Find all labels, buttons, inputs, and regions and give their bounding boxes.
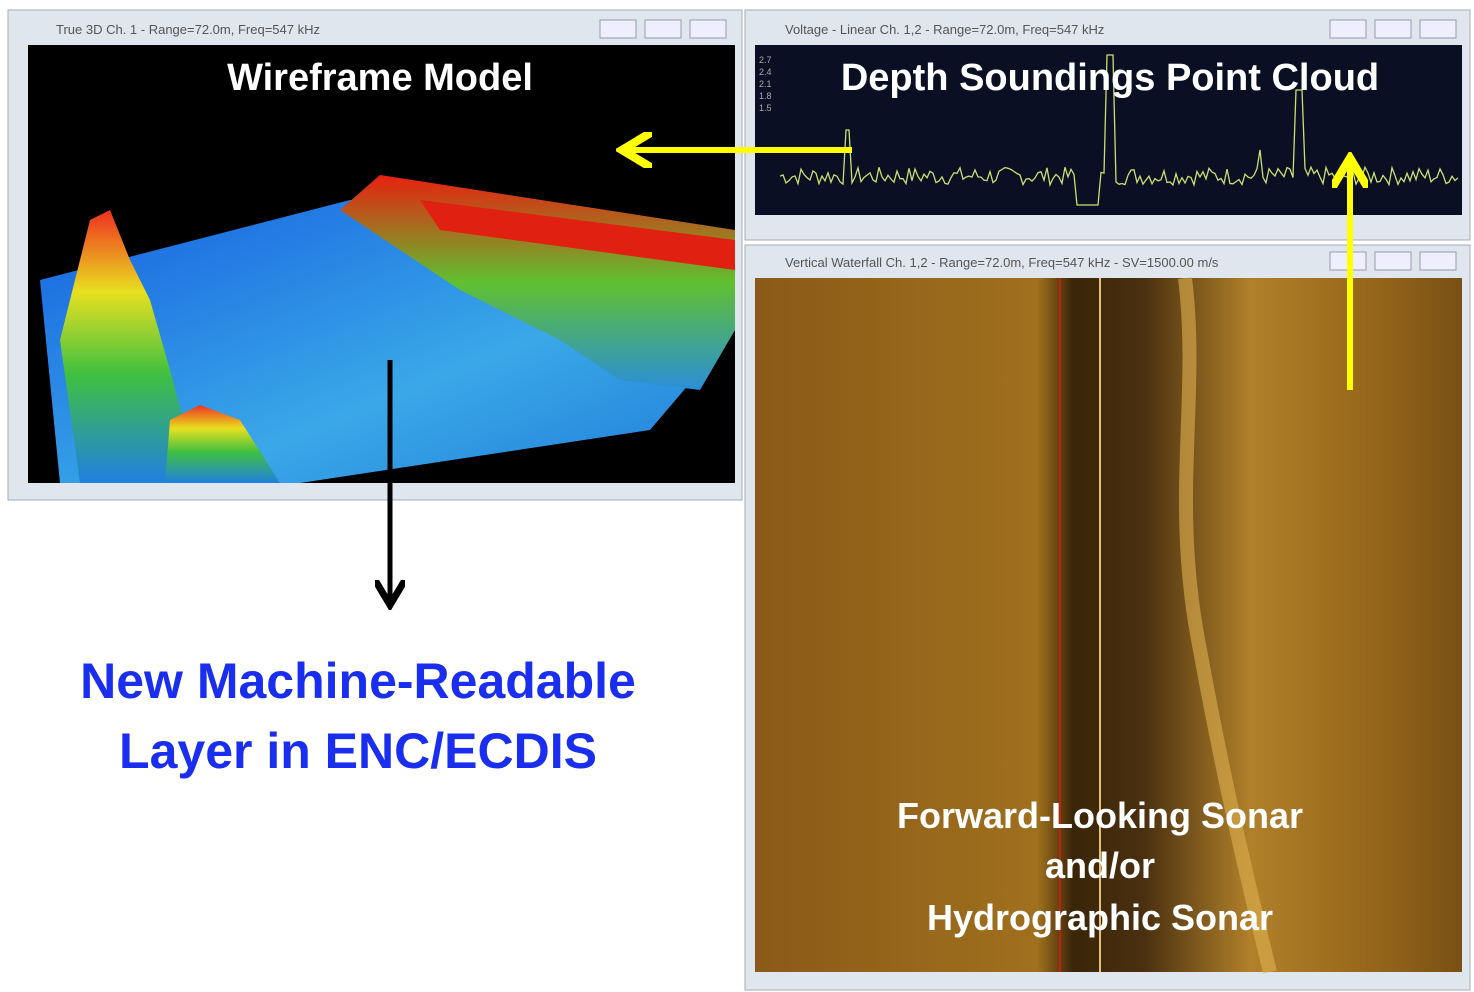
axis-label: 2.1 xyxy=(759,79,772,89)
spikes xyxy=(60,210,200,483)
close-button[interactable] xyxy=(689,19,727,39)
window-title: True 3D Ch. 1 - Range=72.0m, Freq=547 kH… xyxy=(56,22,320,37)
output-label: Layer in ENC/ECDIS xyxy=(119,723,597,779)
window-title: Voltage - Linear Ch. 1,2 - Range=72.0m, … xyxy=(785,22,1104,37)
overlay-label: and/or xyxy=(1045,845,1155,886)
maximize-button[interactable] xyxy=(1374,19,1412,39)
sonar-image xyxy=(755,278,1462,972)
window-title: Vertical Waterfall Ch. 1,2 - Range=72.0m… xyxy=(785,255,1219,270)
seabed-edge xyxy=(1178,277,1277,974)
overlay-label: Hydrographic Sonar xyxy=(927,897,1273,938)
maximize-button[interactable] xyxy=(1374,251,1412,271)
close-button[interactable] xyxy=(1419,251,1457,271)
minimize-button[interactable] xyxy=(1329,19,1367,39)
window-3d: True 3D Ch. 1 - Range=72.0m, Freq=547 kH… xyxy=(7,9,743,501)
overlay-label: Wireframe Model xyxy=(227,57,533,99)
ridge-top xyxy=(420,200,735,270)
close-button[interactable] xyxy=(1419,19,1457,39)
overlay-label: Forward-Looking Sonar xyxy=(897,795,1303,836)
window-voltage: Voltage - Linear Ch. 1,2 - Range=72.0m, … xyxy=(744,9,1471,241)
output-label: New Machine-Readable xyxy=(80,653,636,709)
overlay-label: Depth Soundings Point Cloud xyxy=(841,57,1379,99)
axis-label: 1.8 xyxy=(759,91,772,101)
axis-label: 2.4 xyxy=(759,67,772,77)
minimize-button[interactable] xyxy=(599,19,637,39)
spikes xyxy=(165,405,280,483)
axis-label: 2.7 xyxy=(759,55,772,65)
window-waterfall: Vertical Waterfall Ch. 1,2 - Range=72.0m… xyxy=(744,244,1471,991)
axis-label: 1.5 xyxy=(759,103,772,113)
maximize-button[interactable] xyxy=(644,19,682,39)
